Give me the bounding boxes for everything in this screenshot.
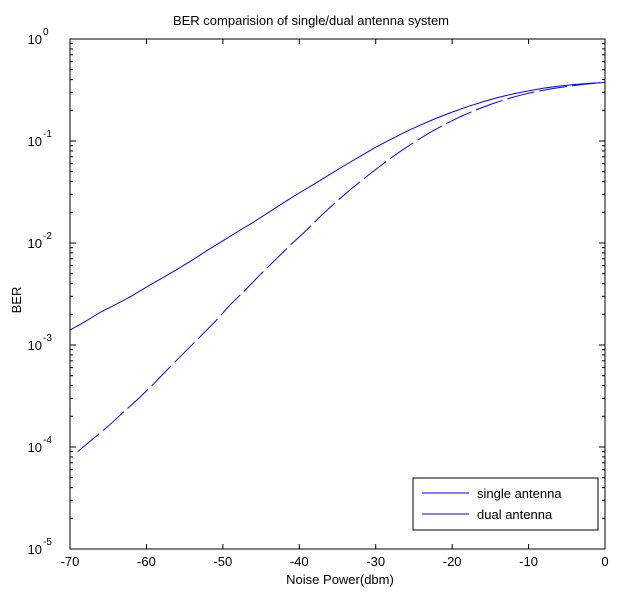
x-tick-label: -20 <box>443 554 462 569</box>
plot-frame <box>69 38 606 550</box>
x-tick-label: -10 <box>519 554 538 569</box>
y-tick-exponent: -3 <box>43 333 52 344</box>
y-tick-exponent: -1 <box>43 129 52 140</box>
x-tick-label: -50 <box>213 554 232 569</box>
y-tick-exponent: -4 <box>43 435 52 446</box>
x-tick-label: -40 <box>290 554 309 569</box>
legend: single antenna dual antenna <box>412 477 599 531</box>
y-tick-exponent: 0 <box>43 27 49 38</box>
legend-box <box>412 477 599 531</box>
y-tick-label: 10 <box>28 134 42 149</box>
x-tick-label: -70 <box>61 554 80 569</box>
x-tick-label: 0 <box>601 554 608 569</box>
legend-label-1: dual antenna <box>477 507 553 522</box>
x-tick-label: -30 <box>366 554 385 569</box>
axes: -70 -60 -50 -40 -30 -20 -10 010 -510 -410 -310 -210… <box>28 27 609 569</box>
y-axis-label: BER <box>9 287 24 314</box>
y-tick-label: 10 <box>28 440 42 455</box>
legend-label-0: single antenna <box>477 486 562 501</box>
y-tick-label: 10 <box>28 542 42 557</box>
x-axis-label: Noise Power(dbm) <box>286 572 394 587</box>
x-tick-label: -60 <box>137 554 156 569</box>
plot-area <box>69 81 606 453</box>
chart-title: BER comparision of single/dual antenna s… <box>173 13 449 28</box>
y-tick-label: 10 <box>28 338 42 353</box>
series-line-0 <box>69 81 606 331</box>
y-tick-label: 10 <box>28 236 42 251</box>
y-tick-exponent: -5 <box>43 537 52 548</box>
series-line-1 <box>77 81 606 453</box>
y-tick-exponent: -2 <box>43 231 52 242</box>
y-tick-label: 10 <box>28 32 42 47</box>
